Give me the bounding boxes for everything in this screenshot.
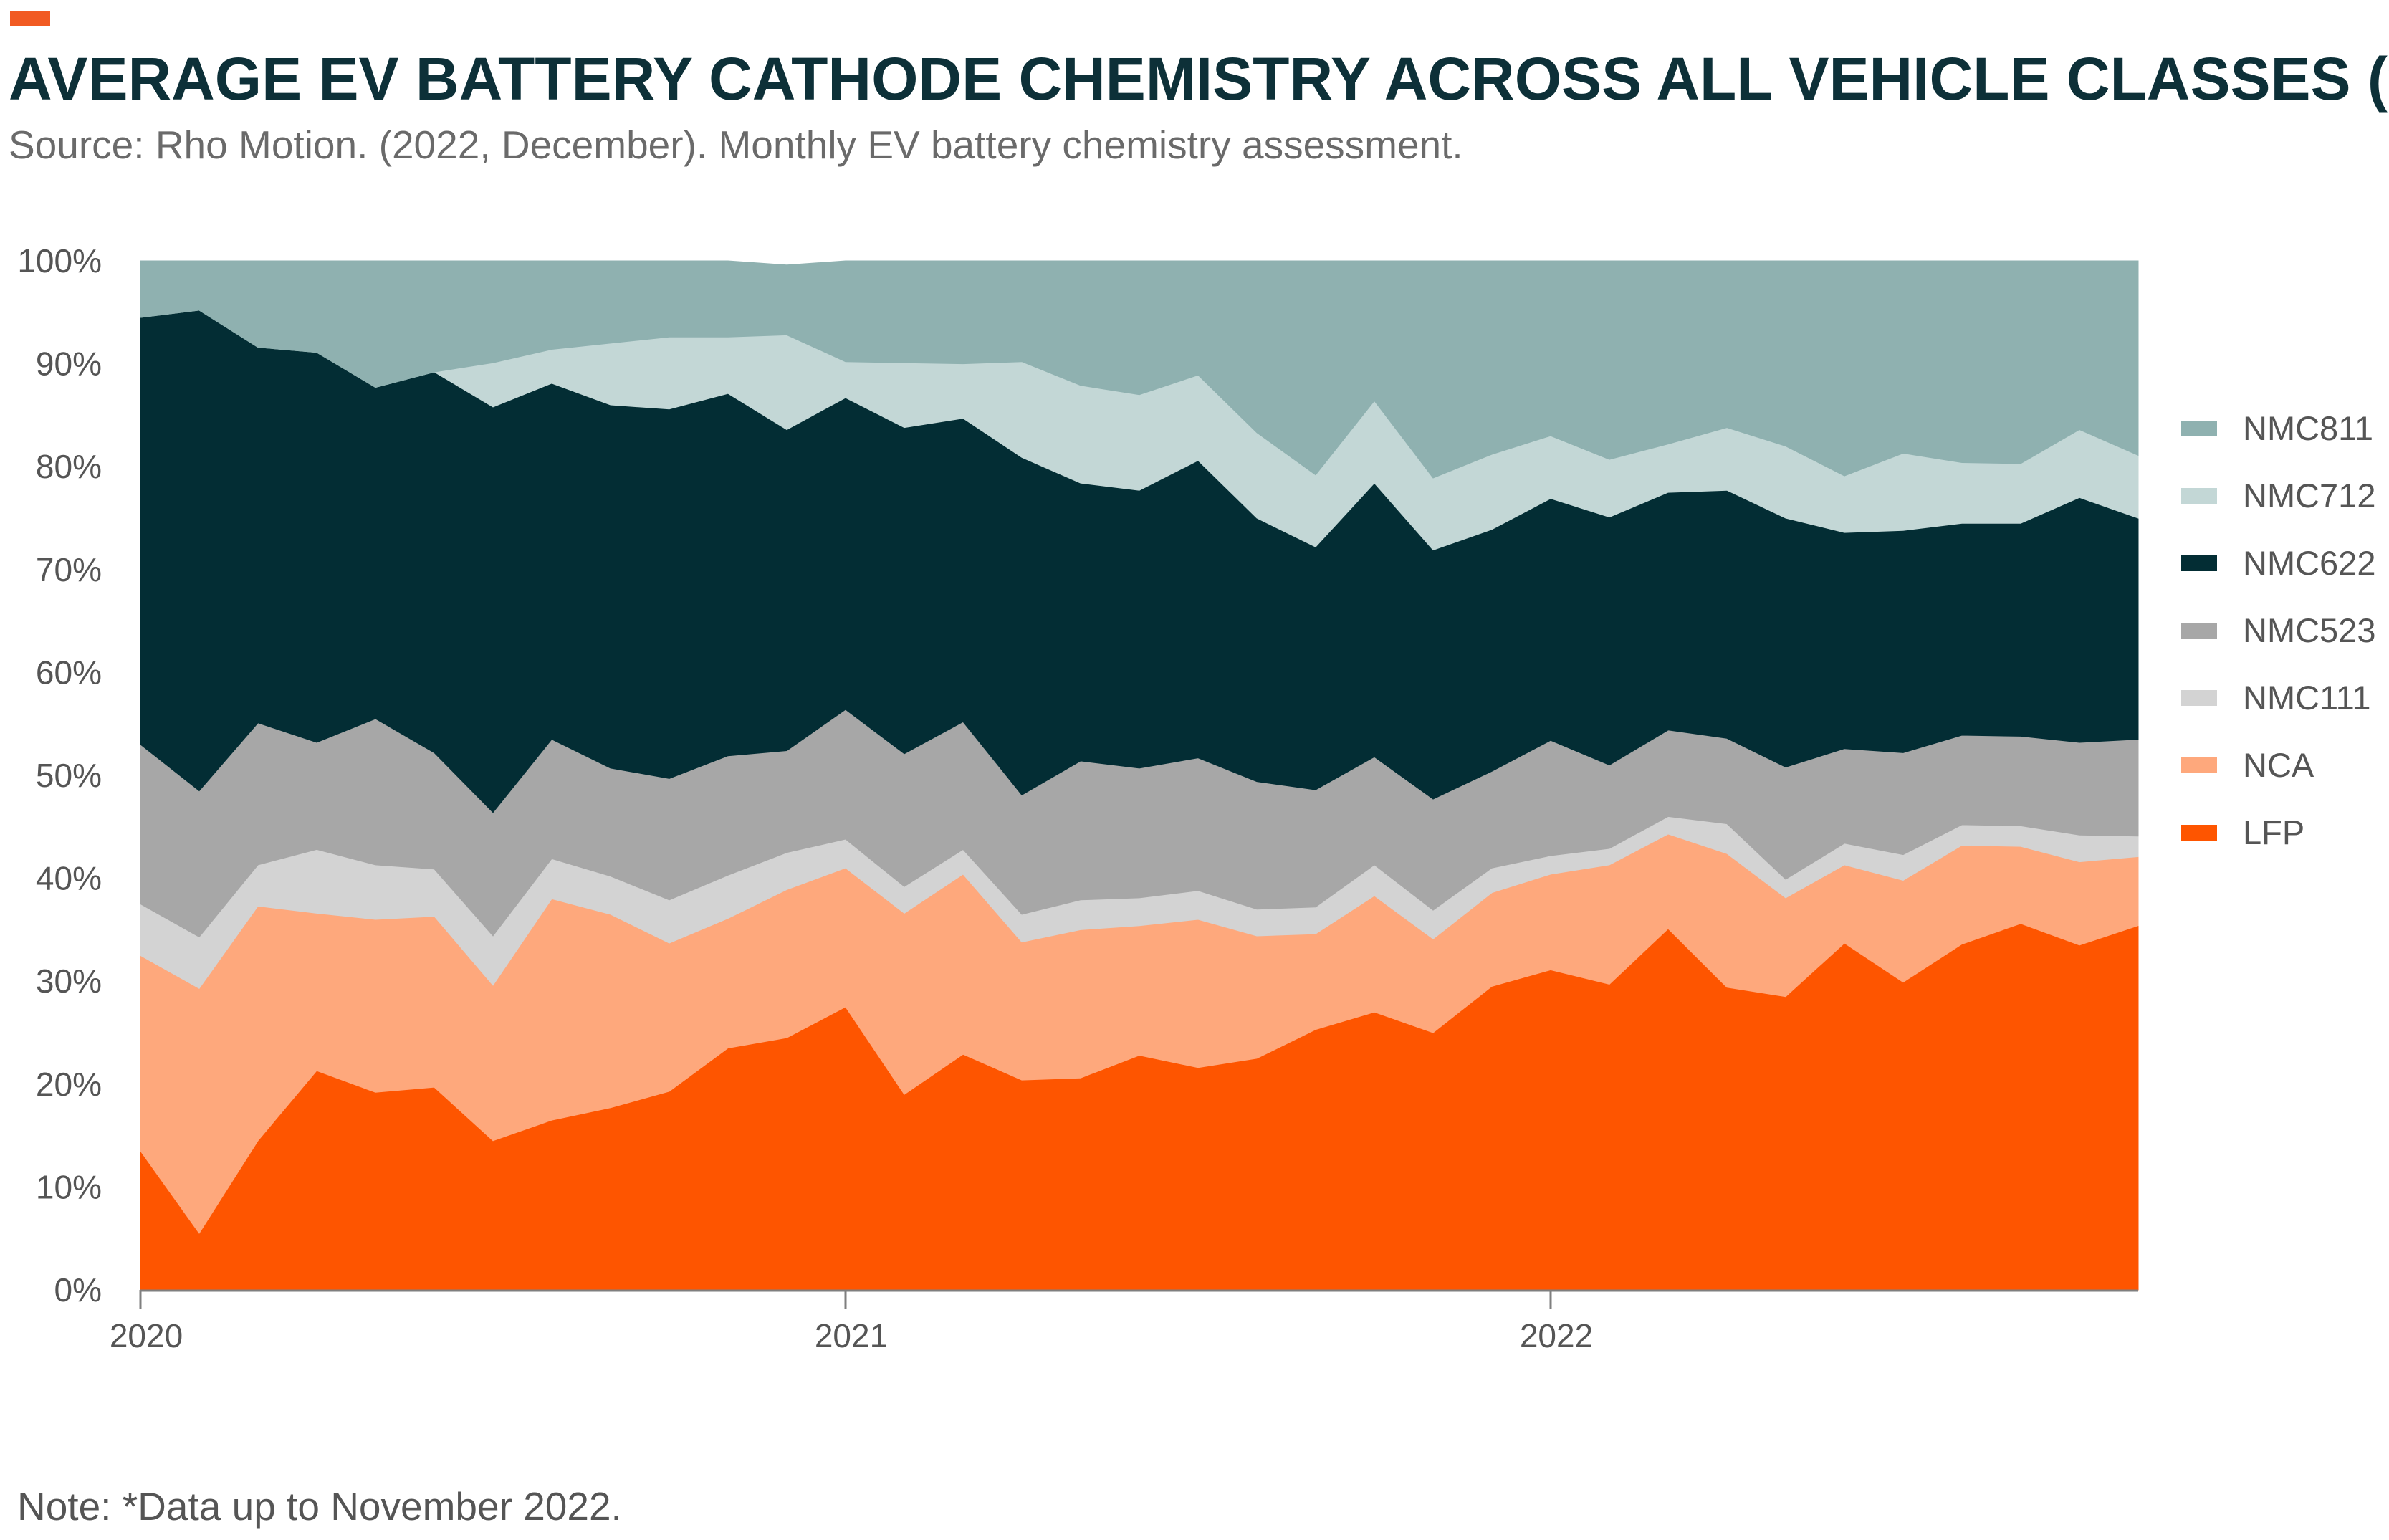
legend-item-lfp: LFP	[2181, 813, 2304, 851]
y-tick-label: 50%	[36, 757, 102, 794]
legend-item-nca: NCA	[2181, 746, 2314, 784]
y-tick-label: 40%	[36, 860, 102, 897]
legend-swatch	[2181, 690, 2217, 706]
y-tick-label: 70%	[36, 551, 102, 588]
x-tick-label: 2021	[815, 1317, 888, 1354]
legend-swatch	[2181, 623, 2217, 639]
legend-label: NMC111	[2243, 679, 2370, 717]
legend-item-nmc523: NMC523	[2181, 611, 2375, 649]
y-tick-label: 60%	[36, 654, 102, 691]
y-tick-label: 30%	[36, 962, 102, 1000]
legend-label: NMC811	[2243, 409, 2373, 447]
legend-swatch	[2181, 555, 2217, 571]
legend-item-nmc712: NMC712	[2181, 477, 2375, 515]
chart-title: AVERAGE EV BATTERY CATHODE CHEMISTRY ACR…	[9, 45, 2389, 113]
footnote: Note: *Data up to November 2022.	[17, 1484, 622, 1529]
x-tick-label: 2022	[1520, 1317, 1593, 1354]
y-tick-label: 80%	[36, 448, 102, 485]
y-tick-label: 10%	[36, 1168, 102, 1205]
y-tick-label: 90%	[36, 345, 102, 383]
legend-swatch	[2181, 825, 2217, 841]
y-tick-label: 0%	[54, 1271, 102, 1309]
y-tick-label: 100%	[17, 242, 102, 279]
legend-item-nmc811: NMC811	[2181, 409, 2373, 447]
y-tick-label: 20%	[36, 1066, 102, 1103]
x-axis: 2020 2021 2022	[110, 1289, 2138, 1354]
legend-swatch	[2181, 757, 2217, 773]
legend-item-nmc111: NMC111	[2181, 679, 2370, 717]
chart-subtitle: Source: Rho Motion. (2022, December). Mo…	[9, 123, 1463, 167]
legend-swatch	[2181, 421, 2217, 436]
header-accent-bar	[10, 11, 50, 26]
legend-label: NCA	[2243, 746, 2314, 784]
y-axis: 0% 10% 20% 30% 40% 50% 60% 70% 80% 90% 100%	[17, 242, 102, 1309]
chart-legend: NMC811 NMC712 NMC622 NMC523 NMC111 NCA LFP	[2181, 409, 2375, 851]
x-tick-label: 2020	[110, 1317, 183, 1354]
legend-swatch	[2181, 488, 2217, 504]
chart-areas	[140, 260, 2139, 1291]
legend-label: NMC712	[2243, 477, 2375, 515]
area-series-nmc811	[140, 260, 2139, 479]
legend-label: NMC622	[2243, 544, 2375, 582]
legend-label: LFP	[2243, 813, 2304, 851]
legend-item-nmc622: NMC622	[2181, 544, 2375, 582]
legend-label: NMC523	[2243, 611, 2375, 649]
